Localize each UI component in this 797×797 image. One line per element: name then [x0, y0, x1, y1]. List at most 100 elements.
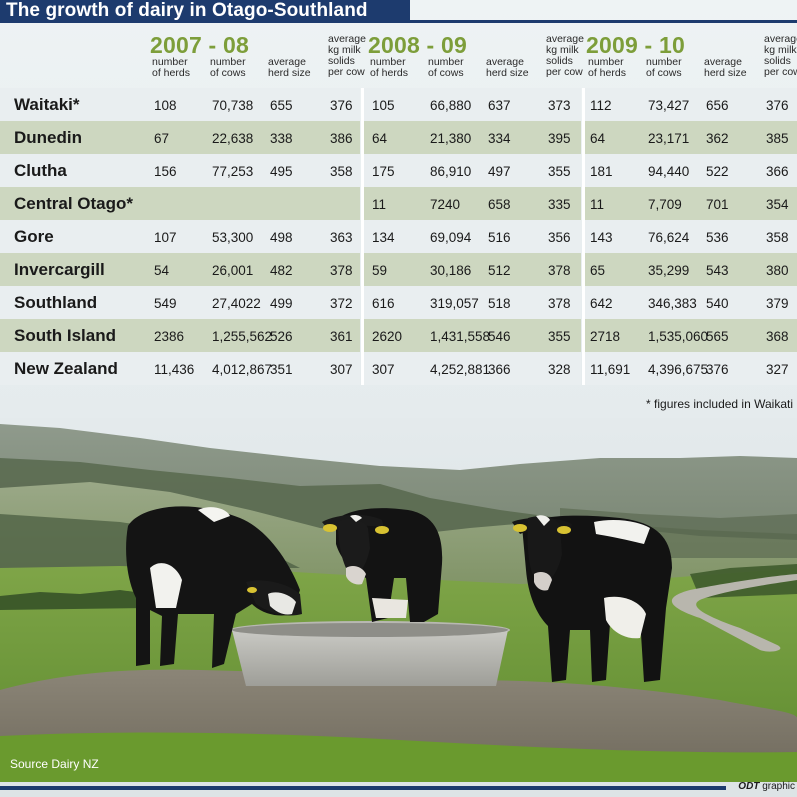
- column-header-line: per cow: [546, 66, 583, 78]
- row-band: [0, 154, 360, 187]
- row-band: [584, 154, 797, 187]
- table-cell: 565: [706, 329, 729, 344]
- table-cell: 4,252,881: [430, 362, 491, 377]
- row-label: Gore: [14, 227, 54, 246]
- table-cell: 549: [154, 296, 177, 311]
- source-label: Source Dairy NZ: [10, 757, 99, 771]
- odt-logo: ODT: [738, 781, 760, 792]
- table-cell: 175: [372, 164, 395, 179]
- row-band: [363, 154, 581, 187]
- row-band: [363, 187, 581, 220]
- table-row: Gore 107 53,300 498 363 134 69,094 516 356 143 76,…: [0, 220, 797, 253]
- column-header-line: number: [210, 56, 246, 68]
- row-band: [0, 220, 360, 253]
- column-header-line: average: [546, 33, 584, 45]
- column-header-line: kg milk: [764, 44, 797, 56]
- table-cell: 358: [330, 164, 353, 179]
- table-row: South Island 2386 1,255,562 526 361 2620 1,431…: [0, 319, 797, 352]
- row-band: [363, 319, 581, 352]
- row-band: [0, 253, 360, 286]
- row-band: [584, 319, 797, 352]
- row-band: [0, 88, 360, 121]
- table-row: Southland 549 27,4022 499 372 616 319,057 518 37…: [0, 286, 797, 319]
- table-cell: 372: [330, 296, 353, 311]
- period-heading: 2008 - 09: [368, 32, 467, 58]
- title-bar: The growth of dairy in Otago-Southland: [0, 0, 797, 26]
- column-header-line: of cows: [646, 67, 682, 79]
- table-cell: 385: [766, 131, 789, 146]
- bottom-rule: [0, 786, 726, 790]
- column-header-line: average: [328, 33, 366, 45]
- column-header-line: herd size: [486, 67, 529, 79]
- row-band: [0, 286, 360, 319]
- column-header-line: kg milk: [546, 44, 579, 56]
- table-cell: 67: [154, 131, 170, 146]
- table-cell: 2718: [590, 329, 621, 344]
- table-cell: 181: [590, 164, 613, 179]
- column-header: average herd size: [486, 57, 529, 79]
- table-cell: 11,436: [154, 362, 195, 377]
- table-cell: 64: [590, 131, 606, 146]
- cow-left: [126, 506, 302, 668]
- table-cell: 86,910: [430, 164, 472, 179]
- row-label: New Zealand: [14, 359, 118, 378]
- column-header: average herd size: [268, 57, 311, 79]
- table-cell: 156: [154, 164, 177, 179]
- table-cell: 355: [548, 329, 571, 344]
- column-header: number of herds: [152, 57, 190, 79]
- table-cell: 351: [270, 362, 293, 377]
- table-row: Invercargill 54 26,001 482 378 59 30,186 512 378…: [0, 253, 797, 286]
- column-header-line: number: [428, 56, 464, 68]
- table-cell: 1,431,558: [430, 329, 491, 344]
- column-header-line: average: [764, 33, 797, 45]
- table-cell: 27,4022: [212, 296, 261, 311]
- row-label: Southland: [14, 293, 98, 312]
- row-band: [363, 220, 581, 253]
- table-cell: 616: [372, 296, 395, 311]
- table-cell: 11,691: [590, 362, 631, 377]
- table-cell: 21,380: [430, 131, 472, 146]
- table-cell: 94,440: [648, 164, 690, 179]
- table-cell: 495: [270, 164, 293, 179]
- column-header-line: of cows: [428, 67, 464, 79]
- table-cell: 526: [270, 329, 293, 344]
- data-table: 2007 - 08 number of herds number of cows aver…: [0, 26, 797, 386]
- table-cell: 307: [330, 362, 353, 377]
- row-label: Dunedin: [14, 128, 82, 147]
- column-header-line: of herds: [370, 67, 408, 79]
- table-row: Dunedin 67 22,638 338 386 64 21,380 334 395 64 23,…: [0, 121, 797, 154]
- column-header-line: of herds: [588, 67, 626, 79]
- column-header: number of cows: [210, 57, 246, 79]
- table-cell: 328: [548, 362, 571, 377]
- title-background: [0, 0, 410, 22]
- table-cell: 64: [372, 131, 388, 146]
- row-band: [363, 88, 581, 121]
- table-cell: 23,171: [648, 131, 690, 146]
- table-cell: 482: [270, 263, 293, 278]
- column-header-line: number: [646, 56, 682, 68]
- table-cell: 655: [270, 98, 293, 113]
- table-cell: 105: [372, 98, 395, 113]
- group-divider: [361, 88, 364, 385]
- column-header-line: of cows: [210, 67, 246, 79]
- column-header-line: solids: [328, 55, 355, 67]
- table-cell: 4,012,867: [212, 362, 273, 377]
- table-cell: 356: [548, 230, 571, 245]
- table-cell: 380: [766, 263, 789, 278]
- column-header-line: average: [268, 56, 306, 68]
- table-cell: 107: [154, 230, 177, 245]
- table-cell: 366: [488, 362, 511, 377]
- table-cell: 143: [590, 230, 613, 245]
- row-band: [363, 352, 581, 385]
- column-header: average herd size: [704, 57, 747, 79]
- row-band: [0, 352, 360, 385]
- table-cell: 637: [488, 98, 511, 113]
- table-cell: 362: [706, 131, 729, 146]
- table-cell: 2386: [154, 329, 185, 344]
- table-cell: 536: [706, 230, 729, 245]
- table-cell: 355: [548, 164, 571, 179]
- column-header: number of herds: [370, 57, 408, 79]
- table-cell: 54: [154, 263, 170, 278]
